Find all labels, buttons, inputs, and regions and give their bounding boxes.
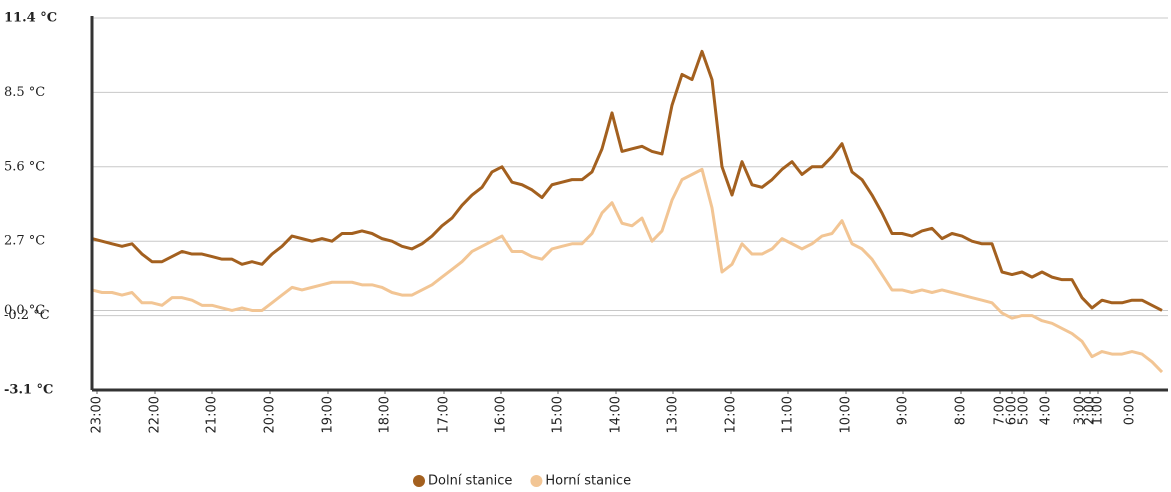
x-tick-label: 16:00 (494, 396, 509, 433)
y-tick-label: 5.6 °C (4, 159, 45, 174)
x-tick-label: 14:00 (609, 396, 624, 433)
x-tick-label: 20:00 (263, 396, 278, 433)
y-tick-label: 8.5 °C (4, 85, 45, 100)
x-tick-label: 1:00 (1091, 396, 1106, 425)
x-tick-label: 22:00 (148, 396, 163, 433)
y-tick-label: 0.0 °C (4, 303, 45, 318)
legend-label: Dolní stanice (428, 474, 512, 489)
x-tick-label: 18:00 (378, 396, 393, 433)
y-tick-label: -0.2 °C (4, 308, 50, 323)
x-tick-label: 17:00 (437, 396, 452, 433)
series-line (91, 167, 1164, 374)
legend-marker (413, 475, 425, 487)
x-tick-label: 10:00 (839, 396, 854, 433)
x-tick-label: 7:00 (993, 396, 1008, 425)
x-tick-label: 0:00 (1123, 396, 1138, 425)
x-tick-label: 12:00 (724, 396, 739, 433)
x-tick-label: 19:00 (321, 396, 336, 433)
x-tick-label: 8:00 (954, 396, 969, 425)
x-tick-label: 13:00 (666, 396, 681, 433)
legend-label: Horní stanice (545, 474, 631, 489)
series-line (91, 49, 1163, 312)
y-tick-label: 11.4 °C (4, 11, 57, 26)
legend-marker (530, 475, 543, 487)
x-tick-label: 5:00 (1017, 396, 1032, 425)
x-tick-label: 3:00 (1073, 396, 1088, 425)
y-tick-label: 2.7 °C (4, 234, 45, 249)
x-tick-label: 9:00 (896, 396, 911, 425)
x-tick-label: 2:00 (1083, 396, 1098, 425)
x-tick-label: 21:00 (205, 396, 220, 433)
x-tick-label: 4:00 (1039, 396, 1054, 425)
x-tick-label: 11:00 (781, 396, 796, 433)
x-tick-label: 15:00 (551, 396, 566, 433)
x-tick-label: 23:00 (90, 396, 105, 433)
y-tick-label: -3.1 °C (4, 383, 53, 398)
x-tick-label: 6:00 (1005, 396, 1020, 425)
